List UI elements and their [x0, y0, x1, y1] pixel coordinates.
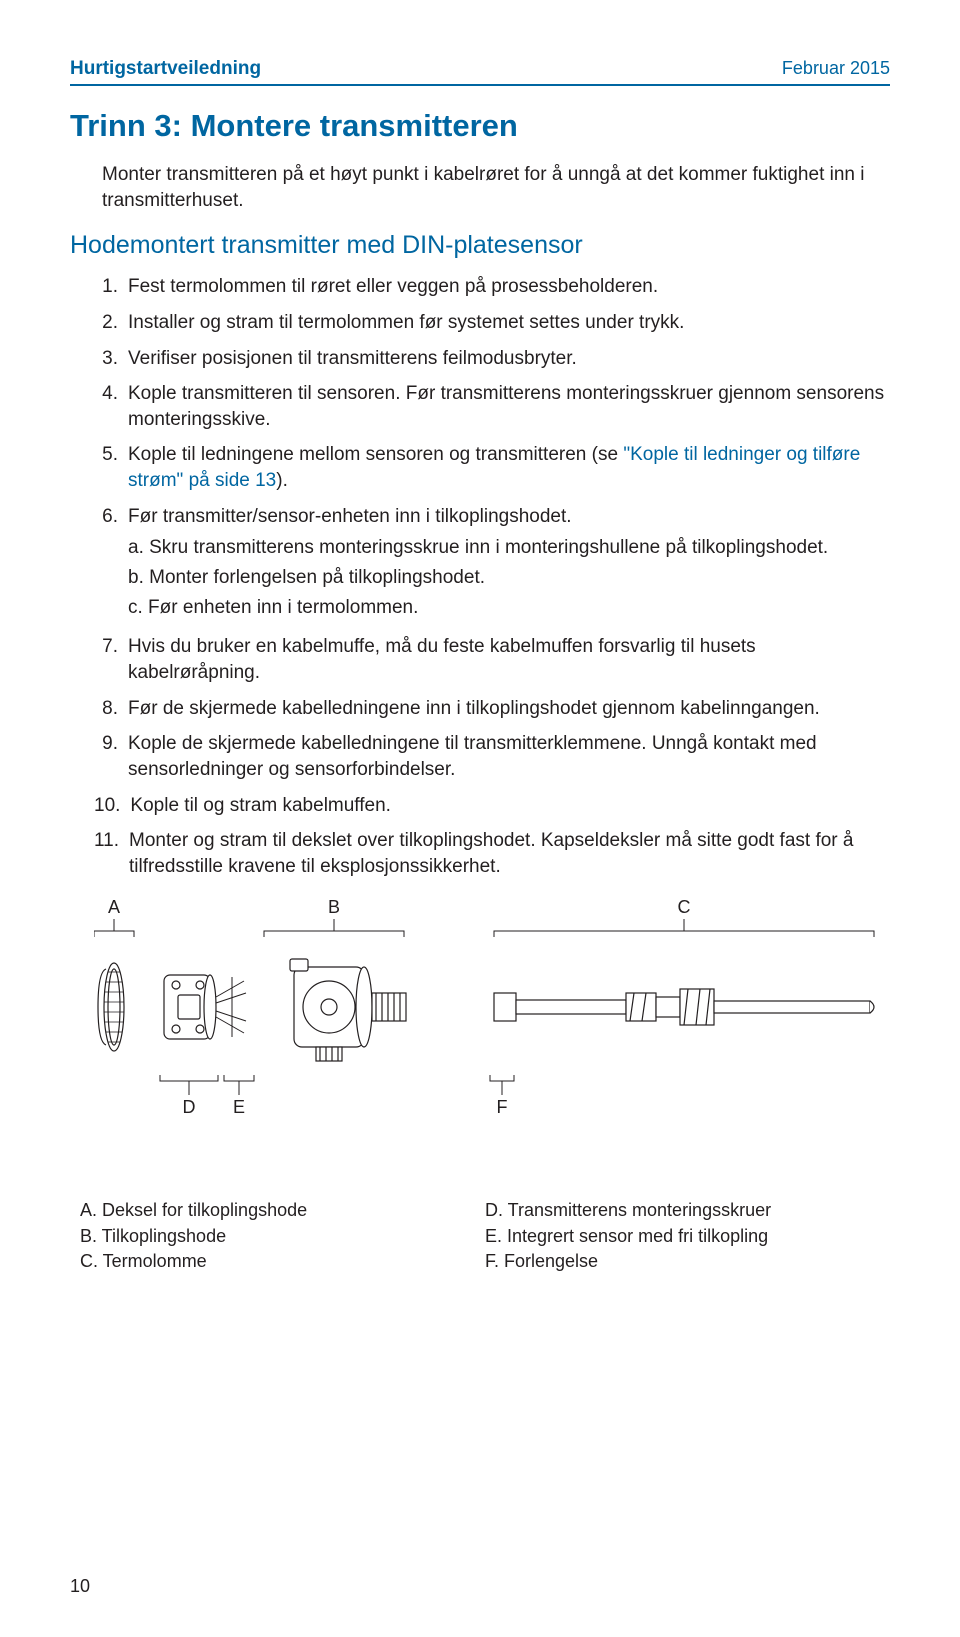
svg-text:F: F	[497, 1097, 508, 1117]
instruction-item: 11.Monter og stram til dekslet over tilk…	[94, 828, 890, 879]
step-number: 6.	[94, 504, 124, 625]
step-number: 7.	[94, 634, 124, 685]
step-number: 10.	[94, 793, 126, 819]
instruction-item: 3.Verifiser posisjonen til transmitteren…	[94, 346, 890, 372]
step-text: Monter og stram til dekslet over tilkopl…	[129, 830, 853, 877]
step-number: 5.	[94, 442, 124, 493]
header-rule	[70, 84, 890, 86]
step-text: Verifiser posisjonen til transmitterens …	[128, 348, 577, 369]
step-text: Fest termolommen til røret eller veggen …	[128, 276, 658, 297]
assembly-diagram: A B C	[94, 897, 890, 1162]
step-body: Før transmitter/sensor-enheten inn i til…	[124, 504, 890, 625]
step-text: Før transmitter/sensor-enheten inn i til…	[128, 506, 572, 527]
step-text: Kople til ledningene mellom sensoren og …	[128, 444, 623, 465]
instruction-item: 1.Fest termolommen til røret eller vegge…	[94, 274, 890, 300]
intro-paragraph: Monter transmitteren på et høyt punkt i …	[102, 162, 890, 213]
doc-date: Februar 2015	[782, 58, 890, 79]
step-body: Kople de skjermede kabelledningene til t…	[124, 731, 890, 782]
diagram-legend: A. Deksel for tilkoplingshode B. Tilkopl…	[80, 1198, 890, 1274]
legend-item: D. Transmitterens monteringsskruer	[485, 1198, 890, 1223]
step-number: 9.	[94, 731, 124, 782]
sub-step-item: a. Skru transmitterens monteringsskrue i…	[128, 535, 890, 561]
sub-step-list: a. Skru transmitterens monteringsskrue i…	[128, 535, 890, 620]
instruction-item: 2.Installer og stram til termolommen før…	[94, 310, 890, 336]
step-number: 4.	[94, 381, 124, 432]
legend-left: A. Deksel for tilkoplingshode B. Tilkopl…	[80, 1198, 485, 1274]
svg-text:A: A	[108, 897, 120, 917]
sub-step-item: c. Før enheten inn i termolommen.	[128, 595, 890, 621]
step-body: Kople til og stram kabelmuffen.	[126, 793, 890, 819]
doc-title: Hurtigstartveiledning	[70, 58, 261, 80]
step-text: Kople transmitteren til sensoren. Før tr…	[128, 383, 884, 430]
section-subtitle: Hodemontert transmitter med DIN-platesen…	[70, 231, 890, 260]
svg-text:D: D	[183, 1097, 196, 1117]
legend-item: B. Tilkoplingshode	[80, 1224, 485, 1249]
svg-text:E: E	[233, 1097, 245, 1117]
instruction-item: 9.Kople de skjermede kabelledningene til…	[94, 731, 890, 782]
legend-item: C. Termolomme	[80, 1249, 485, 1274]
step-number: 1.	[94, 274, 124, 300]
instruction-item: 7.Hvis du bruker en kabelmuffe, må du fe…	[94, 634, 890, 685]
step-body: Kople til ledningene mellom sensoren og …	[124, 442, 890, 493]
instruction-item: 8.Før de skjermede kabelledningene inn i…	[94, 696, 890, 722]
legend-item: A. Deksel for tilkoplingshode	[80, 1198, 485, 1223]
step-body: Fest termolommen til røret eller veggen …	[124, 274, 890, 300]
step-body: Monter og stram til dekslet over tilkopl…	[125, 828, 890, 879]
step-heading: Trinn 3: Montere transmitteren	[70, 108, 890, 144]
step-body: Installer og stram til termolommen før s…	[124, 310, 890, 336]
instruction-item: 5.Kople til ledningene mellom sensoren o…	[94, 442, 890, 493]
step-text: Kople til og stram kabelmuffen.	[130, 795, 391, 816]
step-text: Kople de skjermede kabelledningene til t…	[128, 733, 817, 780]
step-number: 2.	[94, 310, 124, 336]
step-number: 3.	[94, 346, 124, 372]
legend-item: E. Integrert sensor med fri tilkopling	[485, 1224, 890, 1249]
instruction-item: 10.Kople til og stram kabelmuffen.	[94, 793, 890, 819]
step-body: Verifiser posisjonen til transmitterens …	[124, 346, 890, 372]
page-number: 10	[70, 1576, 90, 1597]
step-text: Før de skjermede kabelledningene inn i t…	[128, 698, 820, 719]
legend-right: D. Transmitterens monteringsskruer E. In…	[485, 1198, 890, 1274]
instruction-item: 6.Før transmitter/sensor-enheten inn i t…	[94, 504, 890, 625]
step-text: Hvis du bruker en kabelmuffe, må du fest…	[128, 636, 756, 683]
step-body: Kople transmitteren til sensoren. Før tr…	[124, 381, 890, 432]
step-body: Hvis du bruker en kabelmuffe, må du fest…	[124, 634, 890, 685]
step-number: 8.	[94, 696, 124, 722]
step-text: ).	[276, 470, 288, 491]
diagram-svg: A B C	[94, 897, 884, 1157]
svg-text:C: C	[678, 897, 691, 917]
sub-step-item: b. Monter forlengelsen på tilkoplingshod…	[128, 565, 890, 591]
instruction-list: 1.Fest termolommen til røret eller vegge…	[94, 274, 890, 879]
legend-item: F. Forlengelse	[485, 1249, 890, 1274]
svg-text:B: B	[328, 897, 340, 917]
page-header: Hurtigstartveiledning Februar 2015	[70, 58, 890, 80]
step-text: Installer og stram til termolommen før s…	[128, 312, 684, 333]
instruction-item: 4.Kople transmitteren til sensoren. Før …	[94, 381, 890, 432]
step-number: 11.	[94, 828, 125, 879]
step-body: Før de skjermede kabelledningene inn i t…	[124, 696, 890, 722]
